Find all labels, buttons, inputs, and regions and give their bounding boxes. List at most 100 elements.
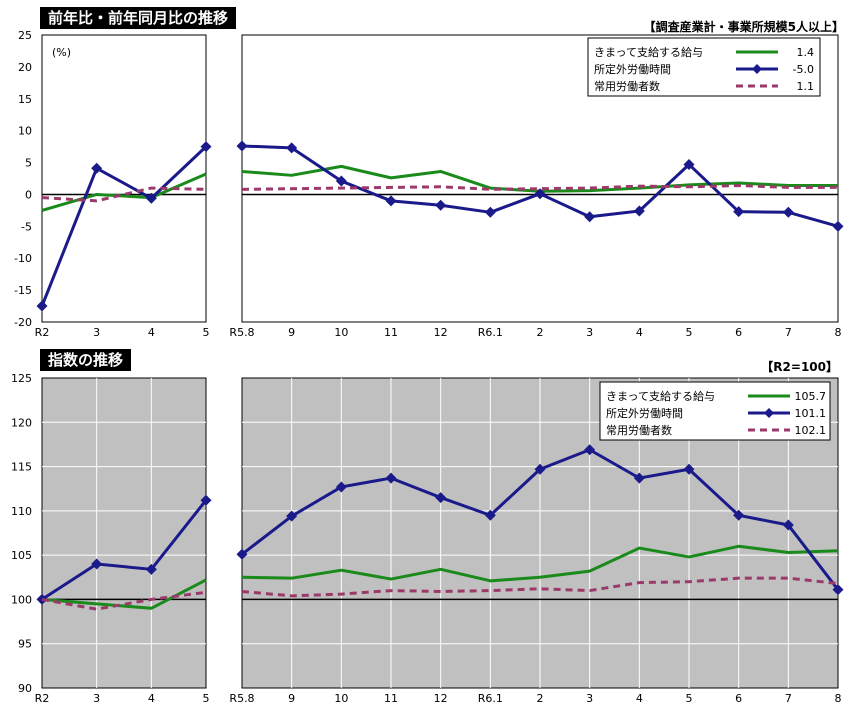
data-point-marker — [832, 220, 844, 232]
x-tick-label: 12 — [434, 326, 448, 339]
x-tick-label: 5 — [686, 692, 693, 705]
x-tick-label: 5 — [686, 326, 693, 339]
y-tick-label: -10 — [14, 252, 32, 265]
x-tick-label: R2 — [35, 326, 50, 339]
legend-label: 常用労働者数 — [594, 79, 660, 93]
data-point-marker — [385, 472, 397, 484]
x-tick-label: 3 — [93, 692, 100, 705]
data-point-marker — [236, 140, 248, 152]
legend-value: 1.4 — [797, 46, 815, 59]
data-point-marker — [534, 188, 546, 200]
legend-label: きまって支給する給与 — [594, 45, 703, 59]
data-point-marker — [733, 509, 745, 521]
x-tick-label: 3 — [586, 692, 593, 705]
y-tick-label: -20 — [14, 316, 32, 329]
x-tick-label: 11 — [384, 326, 398, 339]
plot-area — [41, 34, 207, 323]
data-point-marker — [236, 548, 248, 560]
legend-value: -5.0 — [793, 63, 814, 76]
data-point-marker — [91, 558, 103, 570]
y-tick-label: 95 — [18, 638, 32, 651]
x-tick-label: 7 — [785, 326, 792, 339]
data-point-marker — [683, 463, 695, 475]
legend-label: 所定外労働時間 — [606, 406, 683, 420]
data-point-marker — [534, 463, 546, 475]
legend-label: きまって支給する給与 — [606, 389, 715, 403]
x-tick-label: 9 — [288, 692, 295, 705]
x-tick-label: 4 — [636, 692, 643, 705]
data-point-marker — [832, 584, 844, 596]
legend-box — [599, 381, 831, 441]
legend-label: 常用労働者数 — [606, 423, 672, 437]
x-tick-label: 3 — [93, 326, 100, 339]
x-tick-label: R5.8 — [229, 326, 254, 339]
series-line — [241, 576, 839, 598]
legend-value: 101.1 — [795, 407, 827, 420]
x-tick-label: R2 — [35, 692, 50, 705]
x-tick-label: R6.1 — [478, 692, 503, 705]
y-tick-label: 120 — [11, 416, 32, 429]
x-tick-label: 8 — [835, 692, 842, 705]
series-line — [41, 172, 207, 212]
top-chart-note: 【調査産業計・事業所規模5人以上】 — [643, 20, 844, 34]
data-point-marker — [584, 444, 596, 456]
data-point-marker — [145, 192, 157, 204]
data-point-marker — [782, 519, 794, 531]
data-point-marker — [733, 206, 745, 218]
data-point-marker — [286, 142, 298, 154]
series-line — [41, 578, 207, 610]
legend-value: 1.1 — [797, 80, 815, 93]
x-tick-label: 6 — [735, 692, 742, 705]
legend-bottom: きまって支給する給与 105.7 所定外労働時間 101.1 常用労働者数 102.1 — [599, 381, 831, 441]
x-tick-label: 12 — [434, 692, 448, 705]
chart-panel-1: R5.8 9 10 11 12 R6.1 2 3 4 5 6 7 8 — [229, 34, 844, 339]
data-point-marker — [200, 141, 212, 153]
data-point-marker — [782, 206, 794, 218]
legend-box — [587, 37, 821, 97]
bottom-chart-note: 【R2=100】 — [761, 360, 838, 374]
x-tick-label: 4 — [148, 326, 155, 339]
series-line — [41, 590, 207, 611]
legend-marker — [752, 64, 762, 74]
y-tick-label: 125 — [11, 372, 32, 385]
y-tick-label: 15 — [18, 93, 32, 106]
data-point-marker — [200, 494, 212, 506]
data-point-marker — [435, 199, 447, 211]
x-tick-label: 5 — [203, 692, 210, 705]
x-tick-label: 4 — [636, 326, 643, 339]
y-tick-label: 10 — [18, 125, 32, 138]
data-point-marker — [385, 195, 397, 207]
x-tick-label: 5 — [203, 326, 210, 339]
series-line — [241, 544, 839, 583]
series-line — [41, 499, 208, 601]
data-point-marker — [335, 481, 347, 493]
data-point-marker — [435, 492, 447, 504]
x-tick-label: 4 — [148, 692, 155, 705]
x-tick-label: R6.1 — [478, 326, 503, 339]
series-line — [40, 145, 208, 307]
data-point-marker — [484, 509, 496, 521]
data-point-marker — [584, 211, 596, 223]
x-tick-label: 9 — [288, 326, 295, 339]
unit-label: (%) — [52, 46, 71, 59]
data-point-marker — [91, 162, 103, 174]
data-point-marker — [633, 472, 645, 484]
y-tick-label: 90 — [18, 682, 32, 695]
data-point-marker — [286, 510, 298, 522]
legend-top: きまって支給する給与 1.4 所定外労働時間 -5.0 常用労働者数 1.1 — [587, 37, 821, 97]
legend-marker — [764, 408, 774, 418]
x-tick-label: 3 — [586, 326, 593, 339]
y-tick-label: 110 — [11, 505, 32, 518]
y-tick-label: 105 — [11, 549, 32, 562]
y-tick-label: 5 — [25, 157, 32, 170]
x-tick-label: 2 — [537, 326, 544, 339]
legend-label: 所定外労働時間 — [594, 62, 671, 76]
y-tick-label: 0 — [25, 188, 32, 201]
y-tick-label: 100 — [11, 593, 32, 606]
data-point-marker — [145, 563, 157, 575]
series-line — [41, 186, 207, 203]
y-tick-label: 115 — [11, 461, 32, 474]
